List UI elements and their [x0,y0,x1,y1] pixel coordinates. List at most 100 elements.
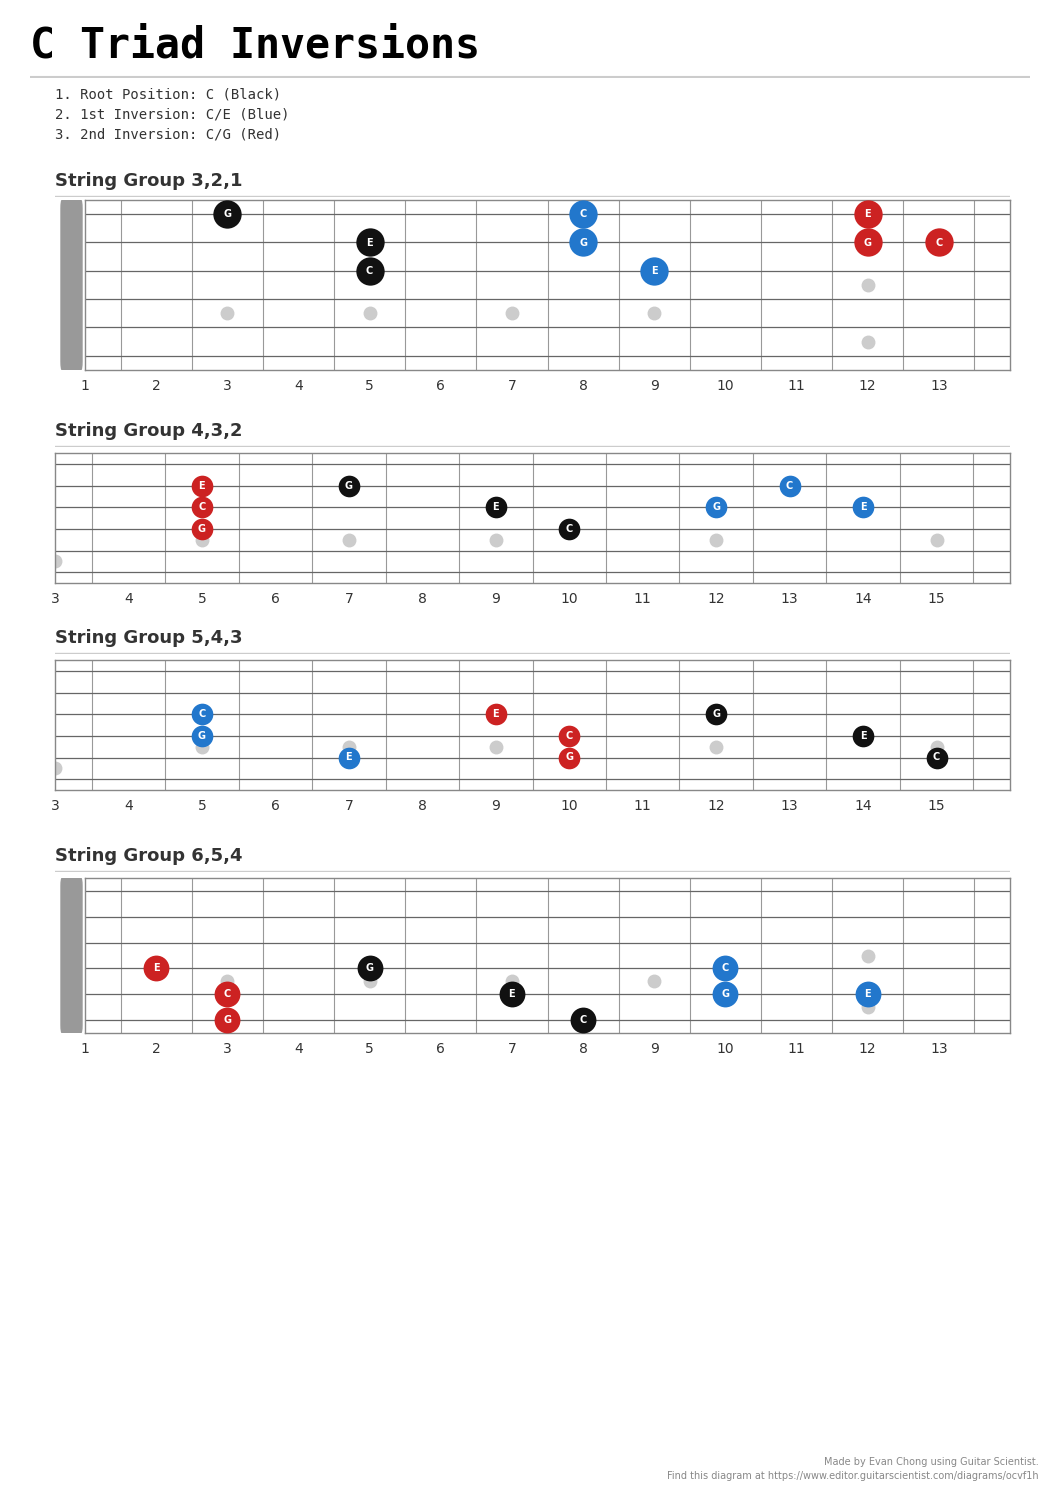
Point [860,202,877,226]
Text: 15: 15 [928,799,946,813]
Text: E: E [367,238,373,247]
Text: 11: 11 [788,379,806,393]
Text: G: G [722,989,729,999]
Text: C Triad Inversions: C Triad Inversions [30,24,480,67]
Point [488,702,505,726]
Point [218,983,235,1007]
Text: C: C [580,210,586,219]
Text: 4: 4 [294,1042,303,1056]
Text: E: E [860,730,866,741]
Text: E: E [493,709,499,720]
Point [218,1008,235,1032]
Text: C: C [366,266,373,275]
Point [561,517,578,541]
Text: 9: 9 [492,799,500,813]
Text: G: G [366,964,373,974]
Point [854,724,871,748]
Text: 3. 2nd Inversion: C/G (Red): 3. 2nd Inversion: C/G (Red) [55,128,281,141]
Text: E: E [651,266,657,275]
Text: 3: 3 [223,1042,232,1056]
Point [575,230,591,254]
Point [929,745,946,769]
Text: 9: 9 [492,592,500,607]
Point [708,495,725,519]
Point [361,259,378,283]
Text: 9: 9 [650,379,658,393]
Text: 9: 9 [650,1042,658,1056]
Text: 10: 10 [561,592,578,607]
Text: 6: 6 [271,799,280,813]
Text: G: G [864,238,871,247]
Text: 13: 13 [930,379,948,393]
FancyBboxPatch shape [61,199,82,370]
Point [717,956,734,980]
Text: String Group 5,4,3: String Group 5,4,3 [55,629,243,647]
Text: G: G [712,503,720,512]
Point [193,702,210,726]
Text: 12: 12 [707,592,725,607]
FancyBboxPatch shape [61,877,82,1033]
Text: G: G [224,1016,231,1025]
Text: String Group 6,5,4: String Group 6,5,4 [55,848,243,865]
Text: 4: 4 [124,799,132,813]
Point [340,473,357,497]
Text: 13: 13 [930,1042,948,1056]
Text: E: E [860,503,866,512]
Text: C: C [566,730,572,741]
Text: C: C [935,238,942,247]
Text: E: E [509,989,515,999]
Text: 6: 6 [437,379,445,393]
Point [860,230,877,254]
Text: 5: 5 [366,1042,374,1056]
Text: G: G [579,238,587,247]
Point [361,230,378,254]
Text: 15: 15 [928,592,946,607]
Text: C: C [933,752,940,763]
Text: G: G [712,709,720,720]
Text: G: G [565,752,573,763]
Point [854,495,871,519]
Text: 10: 10 [717,379,735,393]
Text: 2. 1st Inversion: C/E (Blue): 2. 1st Inversion: C/E (Blue) [55,109,289,122]
Text: 3: 3 [51,592,59,607]
Text: 11: 11 [634,799,652,813]
Text: 2: 2 [152,379,160,393]
Text: 8: 8 [418,592,427,607]
Text: E: E [153,964,159,974]
Text: 12: 12 [859,1042,877,1056]
Text: 4: 4 [124,592,132,607]
Point [340,745,357,769]
Text: Made by Evan Chong using Guitar Scientist.: Made by Evan Chong using Guitar Scientis… [824,1457,1039,1468]
Point [781,473,798,497]
Point [147,956,164,980]
Text: C: C [198,709,206,720]
Text: 5: 5 [197,799,207,813]
Text: C: C [787,480,793,491]
Text: 7: 7 [344,592,353,607]
Point [717,983,734,1007]
Point [561,724,578,748]
Text: 10: 10 [561,799,578,813]
Text: 13: 13 [781,592,798,607]
Point [708,702,725,726]
Point [193,517,210,541]
Text: 3: 3 [51,799,59,813]
Text: 7: 7 [344,799,353,813]
Point [361,956,378,980]
Point [193,724,210,748]
Text: String Group 4,3,2: String Group 4,3,2 [55,422,243,440]
Text: C: C [722,964,729,974]
Text: 7: 7 [508,1042,516,1056]
Text: G: G [198,730,206,741]
Text: C: C [198,503,206,512]
Text: E: E [864,210,871,219]
Text: C: C [566,523,572,534]
Text: 13: 13 [781,799,798,813]
Point [931,230,948,254]
Text: G: G [198,523,206,534]
Text: String Group 3,2,1: String Group 3,2,1 [55,172,243,190]
Text: 12: 12 [707,799,725,813]
Text: E: E [346,752,352,763]
Point [575,1008,591,1032]
Text: 1. Root Position: C (Black): 1. Root Position: C (Black) [55,88,281,103]
